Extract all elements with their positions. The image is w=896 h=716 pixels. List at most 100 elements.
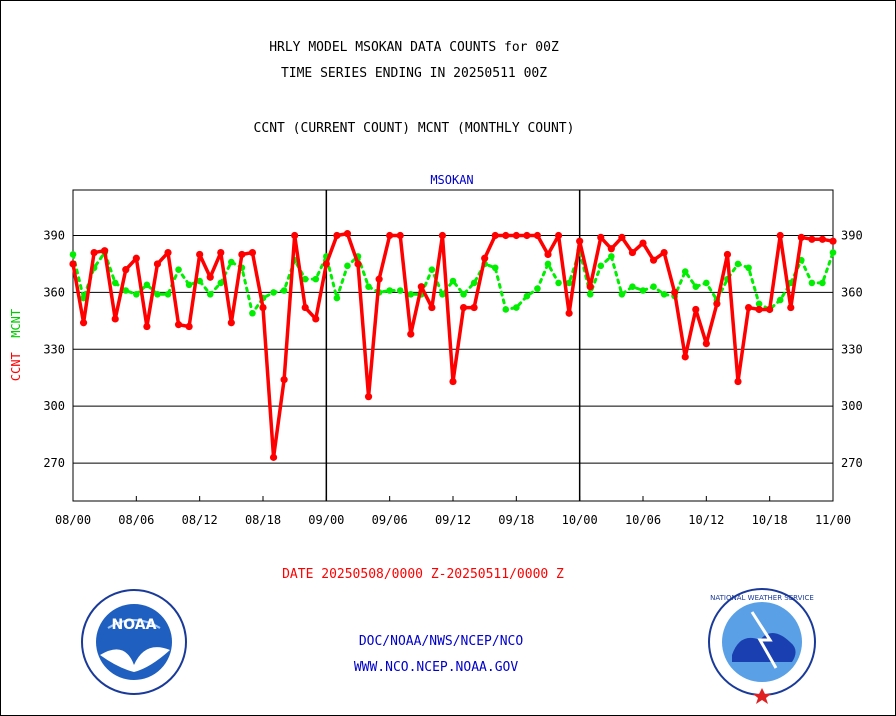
data-point-mcnt xyxy=(608,253,615,260)
data-point-ccnt xyxy=(491,231,499,240)
data-point-ccnt xyxy=(502,231,510,240)
data-point-ccnt xyxy=(364,393,373,401)
y-tick-label-left: 360 xyxy=(43,285,65,299)
website-link[interactable]: WWW.NCO.NCEP.NOAA.GOV xyxy=(354,660,519,675)
x-tick-label: 10/18 xyxy=(752,513,788,527)
data-point-ccnt xyxy=(248,248,257,257)
data-point-mcnt xyxy=(270,289,277,296)
data-point-ccnt xyxy=(259,303,267,312)
data-point-ccnt xyxy=(386,231,394,240)
data-point-ccnt xyxy=(407,330,415,338)
data-point-ccnt xyxy=(723,250,732,259)
data-point-ccnt xyxy=(512,231,520,240)
series-ccnt xyxy=(69,230,837,461)
data-point-mcnt xyxy=(502,306,510,313)
x-tick-label: 09/18 xyxy=(498,513,534,527)
data-point-mcnt xyxy=(365,283,372,291)
data-point-mcnt xyxy=(217,279,225,287)
data-point-mcnt xyxy=(703,279,710,287)
date-range: DATE 20250508/0000 Z-20250511/0000 Z xyxy=(282,567,564,582)
data-point-ccnt xyxy=(607,245,615,253)
y-tick-label-left: 270 xyxy=(43,456,65,470)
data-point-ccnt xyxy=(797,233,805,242)
data-point-mcnt xyxy=(650,283,657,291)
data-point-ccnt xyxy=(322,260,330,268)
data-point-ccnt xyxy=(639,239,647,247)
data-point-mcnt xyxy=(280,287,288,294)
chart-title: MSOKAN xyxy=(430,173,473,187)
data-point-ccnt xyxy=(217,248,225,257)
data-point-mcnt xyxy=(544,260,552,268)
y-tick-label-right: 390 xyxy=(841,229,863,243)
data-point-mcnt xyxy=(829,249,837,256)
data-point-mcnt xyxy=(175,266,182,273)
data-point-ccnt xyxy=(417,283,425,291)
data-point-ccnt xyxy=(312,315,320,323)
title-line-1: HRLY MODEL MSOKAN DATA COUNTS for 00Z xyxy=(269,40,559,55)
grid-lines xyxy=(73,190,833,501)
x-tick-label: 08/06 xyxy=(118,513,154,527)
data-point-ccnt xyxy=(818,235,827,243)
data-point-mcnt xyxy=(692,283,700,291)
data-point-ccnt xyxy=(90,248,98,257)
data-point-ccnt xyxy=(132,254,140,262)
nws-logo-text: NATIONAL WEATHER SERVICE xyxy=(710,594,814,602)
data-point-ccnt xyxy=(554,231,563,240)
data-point-mcnt xyxy=(249,309,256,317)
data-point-mcnt xyxy=(534,285,541,292)
data-point-ccnt xyxy=(280,376,288,384)
data-point-ccnt xyxy=(438,231,447,240)
data-point-ccnt xyxy=(744,303,753,312)
data-point-mcnt xyxy=(344,262,351,270)
data-point-ccnt xyxy=(671,288,679,297)
data-point-ccnt xyxy=(776,231,784,240)
x-tick-label: 08/12 xyxy=(182,513,218,527)
y-axis-label: CCNT MCNT xyxy=(9,309,23,381)
data-point-ccnt xyxy=(481,254,489,262)
data-point-ccnt xyxy=(333,231,341,240)
data-point-mcnt xyxy=(808,279,816,287)
x-tick-label: 10/00 xyxy=(562,513,598,527)
data-point-mcnt xyxy=(69,251,77,258)
data-point-ccnt xyxy=(269,453,278,461)
data-point-mcnt xyxy=(755,300,763,308)
data-point-ccnt xyxy=(143,322,151,331)
data-point-mcnt xyxy=(618,290,626,298)
data-point-mcnt xyxy=(122,287,130,294)
data-point-mcnt xyxy=(776,296,784,304)
data-point-ccnt xyxy=(576,237,584,245)
data-point-ccnt xyxy=(174,321,183,329)
data-point-ccnt xyxy=(713,300,721,308)
y-label-ccnt: CCNT xyxy=(9,352,23,381)
x-tick-label: 11/00 xyxy=(815,513,851,527)
data-point-mcnt xyxy=(80,294,87,302)
noaa-logo: NOAA xyxy=(81,589,187,695)
data-point-ccnt xyxy=(618,233,626,242)
data-point-ccnt xyxy=(238,250,246,259)
data-point-ccnt xyxy=(449,377,457,386)
data-point-mcnt xyxy=(819,279,826,287)
data-point-mcnt xyxy=(301,275,309,283)
data-point-mcnt xyxy=(660,290,668,298)
data-point-ccnt xyxy=(597,233,605,242)
x-tick-label: 10/06 xyxy=(625,513,661,527)
data-point-ccnt xyxy=(164,248,172,257)
data-point-mcnt xyxy=(206,290,214,298)
data-point-mcnt xyxy=(745,264,752,272)
data-point-ccnt xyxy=(227,319,235,327)
data-point-mcnt xyxy=(523,292,531,300)
data-point-mcnt xyxy=(164,290,172,298)
y-tick-label-left: 300 xyxy=(43,399,65,413)
data-point-ccnt xyxy=(692,305,700,314)
data-point-mcnt xyxy=(491,264,499,272)
data-point-ccnt xyxy=(586,283,594,291)
data-point-mcnt xyxy=(555,279,562,287)
data-point-ccnt xyxy=(734,377,742,386)
y-tick-label-right: 300 xyxy=(841,399,863,413)
y-tick-label-right: 360 xyxy=(841,285,863,299)
data-point-ccnt xyxy=(829,237,837,245)
subtitle: CCNT (CURRENT COUNT) MCNT (MONTHLY COUNT… xyxy=(254,121,575,136)
data-point-ccnt xyxy=(122,266,130,274)
data-point-mcnt xyxy=(407,290,415,298)
